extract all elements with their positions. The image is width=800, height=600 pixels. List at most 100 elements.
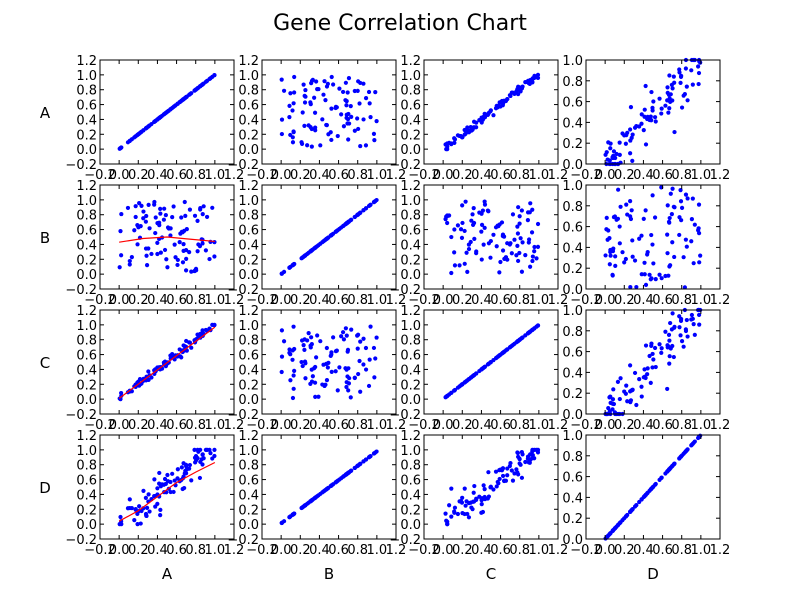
- data-point: [358, 143, 363, 149]
- data-point: [200, 212, 205, 217]
- x-tick-label: 0.6: [166, 418, 187, 433]
- data-point: [175, 101, 180, 106]
- x-tick-label: 1.0: [367, 543, 388, 558]
- data-point: [493, 469, 499, 474]
- y-tick-label: 1.0: [238, 69, 259, 84]
- data-point: [192, 88, 198, 93]
- data-point: [445, 522, 450, 527]
- panel-d-vs-b: −0.20.00.20.40.60.81.01.20.00.20.40.60.8…: [562, 179, 730, 308]
- data-point: [373, 356, 378, 361]
- x-tick-label: −0.2: [408, 168, 440, 183]
- data-point: [508, 93, 513, 99]
- y-tick-label: −0.2: [389, 533, 421, 548]
- data-point: [309, 81, 314, 86]
- data-point: [479, 501, 484, 507]
- data-point: [452, 227, 457, 232]
- data-point: [197, 475, 203, 481]
- x-tick-label: 1.0: [529, 543, 550, 558]
- data-point: [281, 269, 287, 274]
- data-point: [372, 199, 377, 204]
- data-point: [463, 379, 468, 384]
- data-point: [481, 242, 486, 247]
- x-tick-label: 1.0: [367, 168, 388, 183]
- data-point: [179, 465, 184, 470]
- panels-group: −0.20.00.20.40.60.81.01.2−0.20.00.20.40.…: [39, 54, 730, 583]
- data-point: [138, 521, 143, 526]
- fit-line: [118, 326, 216, 399]
- data-point: [642, 107, 647, 112]
- data-point: [677, 314, 682, 319]
- data-point: [290, 140, 296, 145]
- data-point: [170, 352, 175, 357]
- data-point: [181, 343, 186, 348]
- data-point: [320, 117, 325, 122]
- panel-b-vs-a: −0.20.00.20.40.60.81.01.2−0.20.00.20.40.…: [227, 54, 406, 183]
- data-point: [346, 111, 351, 117]
- x-tick-label: 0.8: [185, 418, 206, 433]
- data-point: [672, 324, 677, 329]
- data-point: [628, 285, 633, 290]
- data-point: [634, 284, 639, 290]
- data-point: [666, 219, 672, 224]
- data-point: [334, 348, 339, 353]
- data-point: [299, 141, 305, 146]
- data-point: [510, 478, 516, 483]
- data-point: [363, 206, 369, 211]
- x-tick-label: 1.2: [548, 418, 569, 433]
- data-point: [288, 264, 293, 270]
- data-point: [535, 447, 541, 452]
- data-point: [518, 462, 523, 467]
- x-tick-label: 1.2: [710, 293, 731, 308]
- row-label: A: [40, 104, 51, 122]
- x-tick-label: −0.2: [570, 418, 602, 433]
- data-point: [670, 86, 675, 91]
- data-point: [339, 225, 344, 230]
- y-tick-label: 1.0: [76, 69, 97, 84]
- data-point: [668, 263, 673, 268]
- data-point: [685, 334, 690, 339]
- y-tick-label: 0.4: [238, 363, 259, 378]
- data-point: [679, 205, 685, 210]
- data-point: [649, 486, 654, 492]
- data-point: [144, 513, 149, 518]
- data-point: [348, 395, 353, 400]
- data-point: [192, 213, 198, 218]
- data-point: [303, 376, 308, 381]
- x-tick-label: −0.2: [408, 293, 440, 308]
- data-point: [677, 215, 682, 220]
- data-point: [632, 125, 638, 130]
- data-point: [617, 152, 622, 157]
- data-point: [628, 508, 634, 514]
- data-point: [464, 250, 469, 255]
- data-point: [329, 106, 334, 111]
- data-point: [495, 479, 500, 485]
- data-point: [452, 136, 457, 141]
- x-tick-label: −0.2: [408, 543, 440, 558]
- data-point: [312, 380, 318, 385]
- data-point: [348, 103, 353, 109]
- data-point: [613, 263, 618, 268]
- data-point: [649, 89, 654, 95]
- data-point: [279, 369, 284, 375]
- data-point: [509, 251, 514, 256]
- x-tick-label: 1.0: [691, 543, 712, 558]
- data-point: [347, 121, 352, 126]
- x-tick-label: 1.2: [710, 418, 731, 433]
- y-tick-label: 1.2: [76, 429, 97, 444]
- data-point: [611, 214, 617, 220]
- data-point: [153, 215, 158, 220]
- y-tick-label: 0.4: [400, 488, 421, 503]
- data-point: [281, 519, 287, 524]
- data-point: [203, 447, 208, 452]
- chart-title: Gene Correlation Chart: [273, 11, 527, 36]
- panel-b-vs-d: −0.20.00.20.40.60.81.01.2−0.20.00.20.40.…: [227, 429, 406, 558]
- y-tick-label: 0.2: [400, 128, 421, 143]
- data-point: [302, 347, 307, 352]
- data-point: [529, 77, 535, 82]
- data-point: [339, 112, 344, 117]
- data-point: [637, 377, 642, 382]
- data-point: [650, 242, 655, 247]
- data-point: [639, 233, 644, 238]
- data-point: [534, 256, 539, 261]
- data-point: [345, 220, 351, 225]
